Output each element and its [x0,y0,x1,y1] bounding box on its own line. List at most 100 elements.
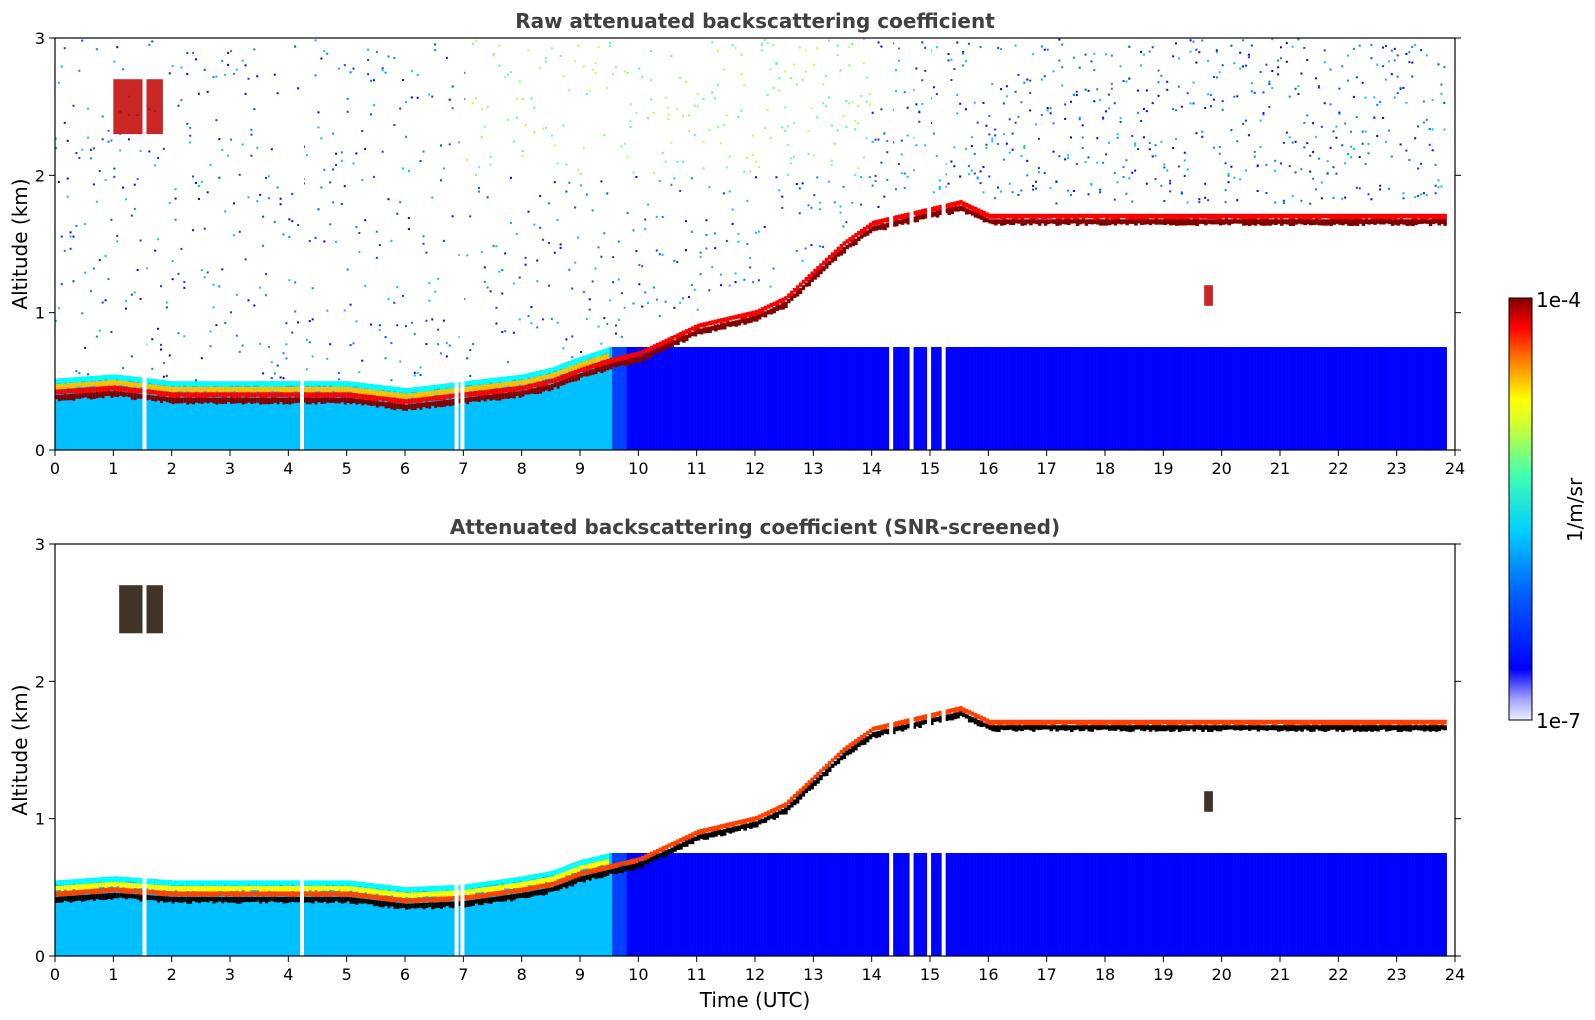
layer-top-cell [507,376,511,383]
noise-pixel [367,73,370,76]
boundary-layer-cell [661,347,666,450]
boundary-layer-cell [906,853,911,956]
boundary-layer-cell [98,877,103,956]
layer-top-cell [1280,219,1284,226]
layer-top-cell [154,884,158,891]
boundary-layer-cell [294,381,298,450]
noise-pixel [862,62,865,65]
noise-pixel [335,240,337,243]
layer-top-cell [813,774,817,780]
layer-top-cell [431,396,435,401]
noise-pixel [819,245,822,248]
layer-top-cell [495,377,499,384]
x-tick-label: 17 [1036,459,1056,478]
layer-top-cell [253,891,257,896]
boundary-layer-cell [1137,347,1141,450]
noise-pixel [1282,202,1285,205]
noise-pixel [314,39,317,42]
y-tick-label: 1 [35,304,45,323]
noise-pixel [728,284,731,287]
layer-top-cell [203,386,208,392]
noise-pixel [1274,201,1277,204]
layer-top-cell [387,896,392,904]
noise-pixel [845,126,848,129]
noise-pixel [1096,88,1099,91]
layer-top-cell [1058,219,1062,226]
noise-pixel [1072,93,1075,96]
noise-pixel [1110,82,1113,85]
noise-pixel [982,166,985,169]
boundary-layer-cell [510,877,514,956]
boundary-layer-cell [851,347,855,450]
noise-pixel [84,271,87,274]
noise-pixel [1008,182,1011,185]
layer-top-cell [1242,213,1246,221]
noise-pixel [1280,162,1282,165]
boundary-layer-cell [737,853,742,956]
boundary-layer-cell [378,884,383,956]
layer-top-cell [162,391,167,397]
noise-pixel [125,307,127,310]
layer-top-cell [588,364,593,371]
layer-top-cell [463,397,467,403]
layer-top-cell [1087,213,1092,219]
boundary-layer-cell [110,374,114,450]
layer-top-cell [434,885,438,893]
noise-pixel [965,147,967,150]
boundary-layer-cell [212,880,217,956]
layer-top-cell [399,892,403,898]
layer-top-cell [693,325,698,331]
boundary-layer-cell [562,866,567,956]
layer-top-cell [1428,219,1433,227]
layer-top-cell [116,380,120,387]
layer-top-cell [533,371,537,377]
layer-top-cell [320,891,324,897]
layer-top-cell [536,376,540,382]
boundary-layer-cell [469,380,473,450]
noise-pixel [661,215,664,218]
layer-top-cell [224,880,228,885]
boundary-layer-cell [410,887,415,956]
noise-pixel [483,280,486,283]
layer-top-cell [448,383,453,389]
layer-top-cell [276,392,281,398]
noise-pixel [1037,137,1040,140]
noise-pixel [78,372,81,375]
layer-top-cell [792,799,797,806]
layer-top-cell [749,316,753,323]
layer-top-cell [512,375,517,380]
boundary-layer-cell [457,382,462,450]
noise-pixel [1338,112,1341,115]
noise-pixel [1440,92,1443,95]
noise-pixel [442,167,445,170]
noise-pixel [370,113,372,116]
noise-pixel [1317,157,1320,160]
layer-top-cell [428,886,432,893]
layer-top-cell [483,384,488,392]
noise-pixel [734,281,737,284]
layer-top-cell [183,381,187,386]
layer-top-cell [825,263,829,269]
layer-top-cell [472,391,476,397]
layer-top-cell [501,376,505,384]
boundary-layer-cell [792,347,797,450]
layer-top-cell [515,893,520,899]
noise-pixel [162,375,165,378]
boundary-layer-cell [1107,347,1112,450]
layer-top-cell [477,385,482,391]
boundary-layer-cell [477,882,482,956]
layer-top-cell [897,214,902,220]
layer-top-cell [1312,219,1316,225]
boundary-layer-cell [600,349,604,450]
layer-top-cell [854,739,858,745]
layer-top-cell [667,342,672,349]
layer-top-cell [463,884,467,890]
noise-pixel [1344,162,1347,165]
noise-pixel [477,187,480,190]
noise-pixel [425,319,428,322]
noise-pixel [988,115,991,118]
noise-pixel [101,138,104,141]
layer-top-cell [399,897,403,903]
layer-top-cell [480,379,485,385]
layer-top-cell [364,399,368,405]
